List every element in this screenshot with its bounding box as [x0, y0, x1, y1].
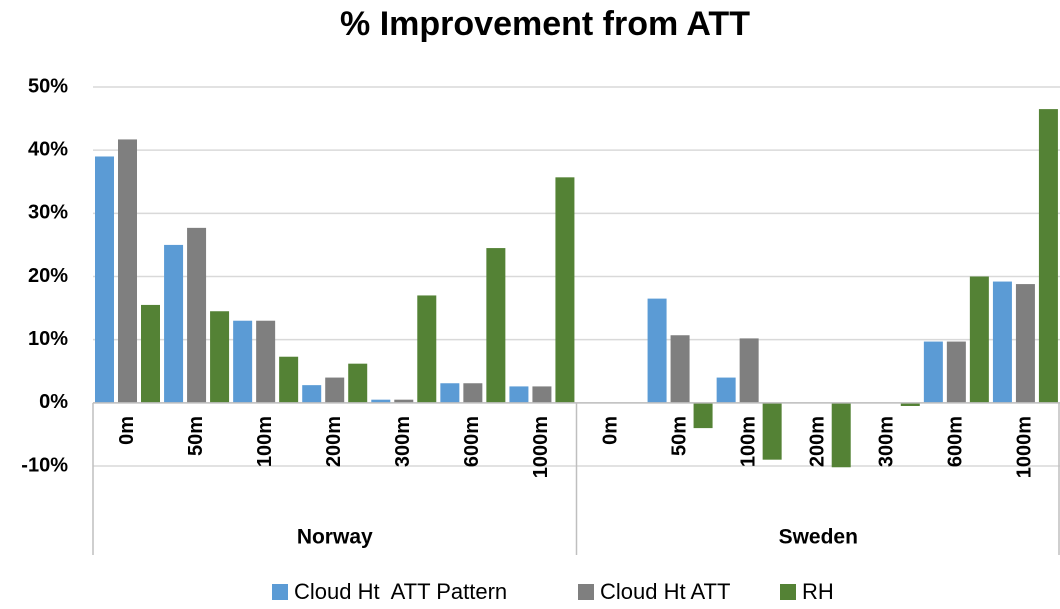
y-tick-label: -10%: [21, 454, 68, 476]
bar: [210, 311, 230, 403]
legend-swatch: [578, 584, 594, 600]
bar: [233, 320, 253, 403]
bar: [969, 276, 989, 403]
bar: [463, 383, 483, 403]
x-tick-label: 0m: [599, 416, 621, 445]
x-tick-label: 200m: [323, 416, 345, 467]
x-tick-label: 200m: [807, 416, 829, 467]
x-tick-label: 50m: [185, 416, 207, 456]
bar: [325, 377, 345, 403]
y-tick-label: 0%: [39, 391, 68, 413]
group-label: Sweden: [779, 526, 858, 549]
x-tick-label: 600m: [945, 416, 967, 467]
group-label: Norway: [297, 526, 373, 549]
bar: [256, 320, 276, 403]
bar: [992, 281, 1012, 403]
bar: [141, 304, 160, 403]
bar: [647, 298, 667, 403]
bar: [164, 244, 184, 403]
bar: [1038, 109, 1058, 403]
bar: [417, 295, 437, 403]
x-tick-label: 1000m: [1014, 416, 1036, 478]
bar: [555, 177, 575, 403]
bar: [394, 399, 414, 403]
bar: [187, 227, 207, 403]
y-tick-label: 20%: [28, 265, 68, 287]
bar: [762, 402, 782, 460]
bar: [532, 386, 552, 403]
legend-swatch: [272, 584, 288, 600]
legend-swatch: [780, 584, 796, 600]
bar: [693, 402, 713, 429]
legend-label: RH: [802, 579, 834, 604]
x-tick-label: 300m: [876, 416, 898, 467]
y-tick-label: 10%: [28, 328, 68, 350]
y-tick-label: 40%: [28, 138, 68, 160]
bar: [923, 341, 943, 403]
chart-title: % Improvement from ATT: [340, 5, 750, 43]
bar: [348, 363, 368, 403]
bar: [509, 386, 529, 403]
bar: [739, 338, 759, 403]
bar: [279, 356, 299, 403]
x-tick-label: 100m: [254, 416, 276, 467]
x-tick-label: 50m: [668, 416, 690, 456]
bar: [95, 156, 114, 403]
x-tick-label: 600m: [461, 416, 483, 467]
bar: [670, 335, 690, 403]
bar: [486, 248, 506, 403]
bar: [440, 383, 460, 403]
x-tick-label: 0m: [116, 416, 138, 445]
x-tick-label: 100m: [737, 416, 759, 467]
bar: [946, 341, 966, 403]
bar: [900, 402, 920, 406]
y-tick-label: 30%: [28, 202, 68, 224]
bar: [1015, 284, 1035, 403]
x-tick-label: 1000m: [530, 416, 552, 478]
bar: [118, 139, 137, 403]
legend-label: Cloud Ht ATT: [600, 579, 730, 604]
bar: [831, 402, 851, 468]
legend-label: Cloud Ht ATT Pattern: [294, 579, 507, 604]
bar: [302, 385, 322, 403]
bar: [716, 377, 736, 403]
bar: [371, 399, 391, 403]
x-tick-label: 300m: [392, 416, 414, 467]
y-tick-label: 50%: [28, 75, 68, 97]
